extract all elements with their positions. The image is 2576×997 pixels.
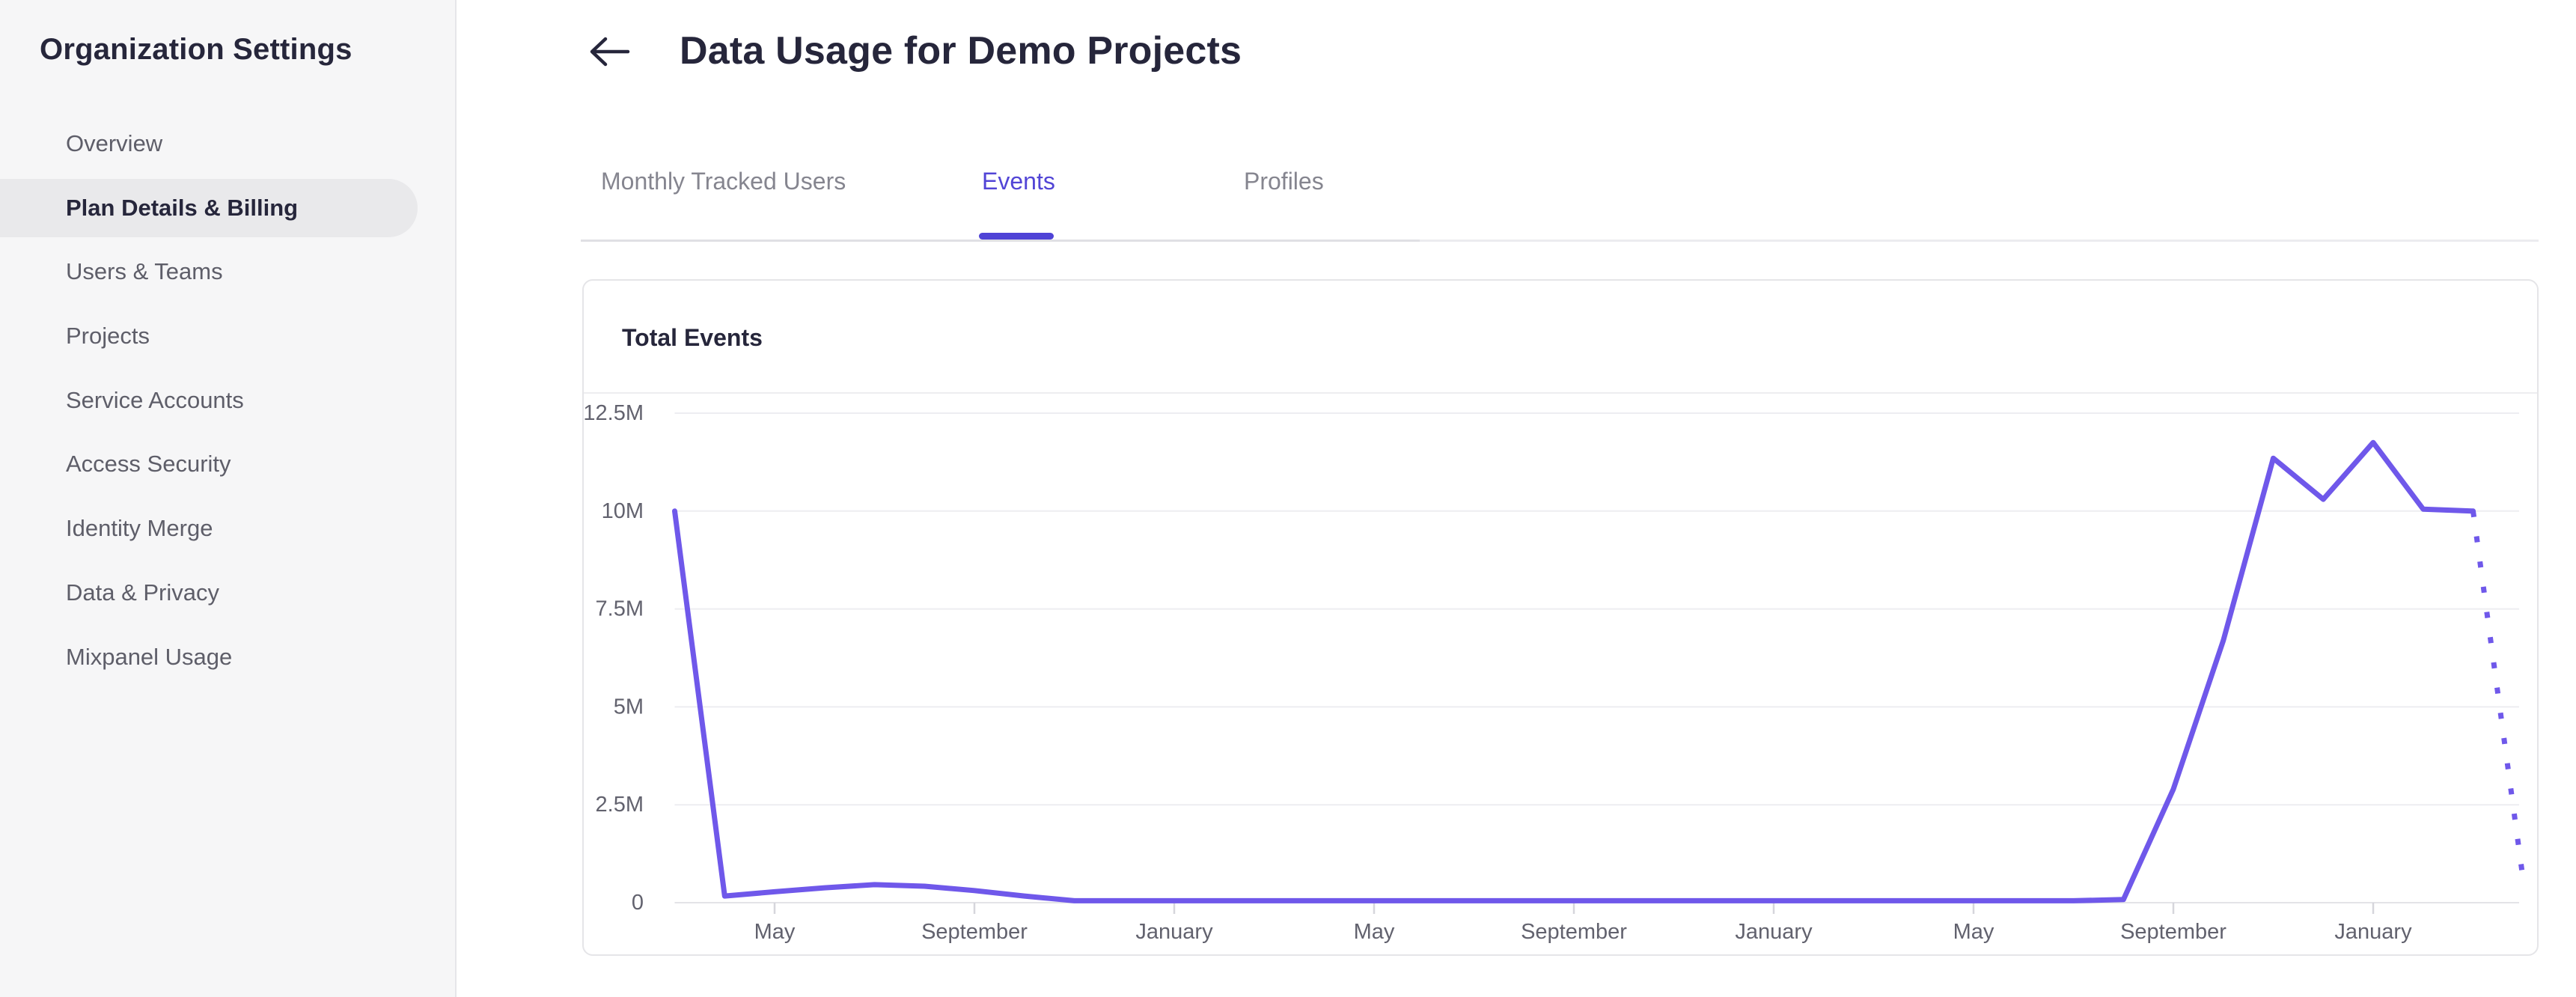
events-projection-dotted-line [2470, 510, 2526, 880]
tabs-bottom-border [581, 240, 1420, 242]
sidebar-item-access-security[interactable]: Access Security [66, 451, 231, 478]
x-tick-label: May [1953, 920, 1994, 944]
sidebar-item-mixpanel-usage[interactable]: Mixpanel Usage [66, 643, 233, 670]
x-tick-label: May [1354, 920, 1395, 944]
y-tick-label: 0 [632, 891, 644, 915]
x-tick-label: September [921, 920, 1028, 944]
content-divider [1420, 240, 2539, 242]
x-tick-label: January [2334, 920, 2412, 944]
x-tick-label: January [1735, 920, 1813, 944]
tab-monthly-tracked-users[interactable]: Monthly Tracked Users [601, 168, 846, 195]
sidebar-item-overview[interactable]: Overview [66, 130, 163, 156]
y-tick-label: 12.5M [584, 401, 644, 425]
y-tick-label: 7.5M [596, 597, 644, 621]
sidebar-item-users-teams[interactable]: Users & Teams [66, 258, 223, 285]
sidebar: Organization Settings Overview Plan Deta… [0, 0, 457, 997]
events-line [672, 439, 2476, 903]
total-events-chart[interactable]: 12.5M 10M 7.5M 5M 2.5M 0 May September January Ma… [583, 394, 2537, 954]
x-tick-label: May [754, 920, 796, 944]
card-divider [584, 392, 2537, 394]
back-button[interactable] [587, 31, 632, 72]
y-tick-label: 10M [602, 499, 644, 523]
sidebar-item-identity-merge[interactable]: Identity Merge [66, 515, 213, 542]
tab-profiles[interactable]: Profiles [1244, 168, 1324, 195]
sidebar-nav: Overview Plan Details & Billing Users & … [0, 115, 457, 692]
sidebar-item-plan-details-billing[interactable]: Plan Details & Billing [0, 178, 418, 237]
x-tick-label: January [1135, 920, 1213, 944]
active-tab-underline [979, 233, 1054, 240]
sidebar-item-service-accounts[interactable]: Service Accounts [66, 386, 244, 413]
events-line-chart: 12.5M 10M 7.5M 5M 2.5M 0 May September January Ma… [583, 401, 2526, 944]
total-events-card: Total Events 12.5M 10M 7.5M 5M 2.5M 0 May Septe… [582, 279, 2539, 956]
x-tick-label: September [1521, 920, 1627, 944]
y-tick-label: 2.5M [596, 793, 644, 817]
sidebar-item-data-privacy[interactable]: Data & Privacy [66, 579, 220, 606]
x-tick-label: September [2120, 920, 2226, 944]
sidebar-title: Organization Settings [40, 33, 352, 66]
arrow-left-icon [587, 37, 632, 74]
page-title: Data Usage for Demo Projects [680, 29, 1242, 73]
chart-title: Total Events [622, 324, 763, 351]
y-tick-label: 5M [614, 695, 644, 719]
sidebar-item-projects[interactable]: Projects [66, 323, 150, 350]
tab-events[interactable]: Events [982, 168, 1055, 195]
